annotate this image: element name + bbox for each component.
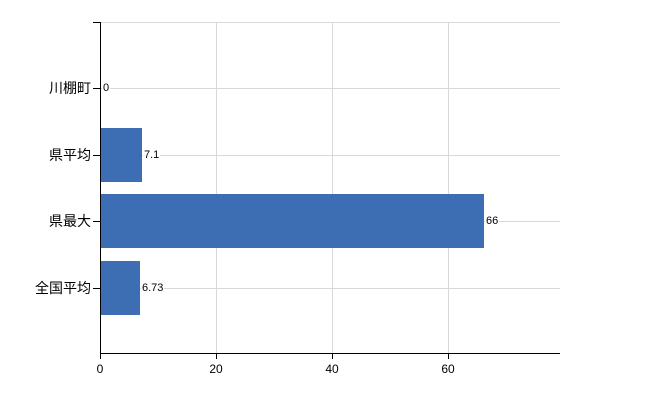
v-gridline xyxy=(216,22,217,353)
bar-value-label: 0 xyxy=(102,82,111,95)
category-label: 全国平均 xyxy=(35,280,91,296)
chart-bar xyxy=(101,261,140,315)
x-tick-label: 0 xyxy=(96,362,104,376)
x-axis-line xyxy=(100,353,560,354)
plot-top-border xyxy=(100,22,560,23)
y-axis-tick xyxy=(93,155,100,156)
h-gridline xyxy=(101,88,560,89)
bar-value-label: 6.73 xyxy=(141,282,165,295)
h-gridline xyxy=(101,288,560,289)
category-label: 県最大 xyxy=(49,213,91,229)
y-axis-tick xyxy=(93,22,100,23)
chart-bar xyxy=(101,194,484,248)
x-axis-tick xyxy=(332,354,333,359)
chart-bar xyxy=(101,128,142,182)
v-gridline xyxy=(332,22,333,353)
x-axis-tick xyxy=(216,354,217,359)
h-gridline xyxy=(101,155,560,156)
x-tick-label: 20 xyxy=(209,362,223,376)
x-tick-label: 60 xyxy=(441,362,455,376)
category-label: 川棚町 xyxy=(49,80,91,96)
x-axis-tick xyxy=(448,354,449,359)
bar-value-label: 66 xyxy=(485,215,500,228)
y-axis-tick xyxy=(93,288,100,289)
y-axis-line xyxy=(100,22,101,354)
x-axis-tick xyxy=(100,354,101,359)
y-axis-tick xyxy=(93,221,100,222)
v-gridline xyxy=(448,22,449,353)
y-axis-tick xyxy=(93,88,100,89)
bar-value-label: 7.1 xyxy=(143,149,161,162)
x-tick-label: 40 xyxy=(325,362,339,376)
category-label: 県平均 xyxy=(49,147,91,163)
